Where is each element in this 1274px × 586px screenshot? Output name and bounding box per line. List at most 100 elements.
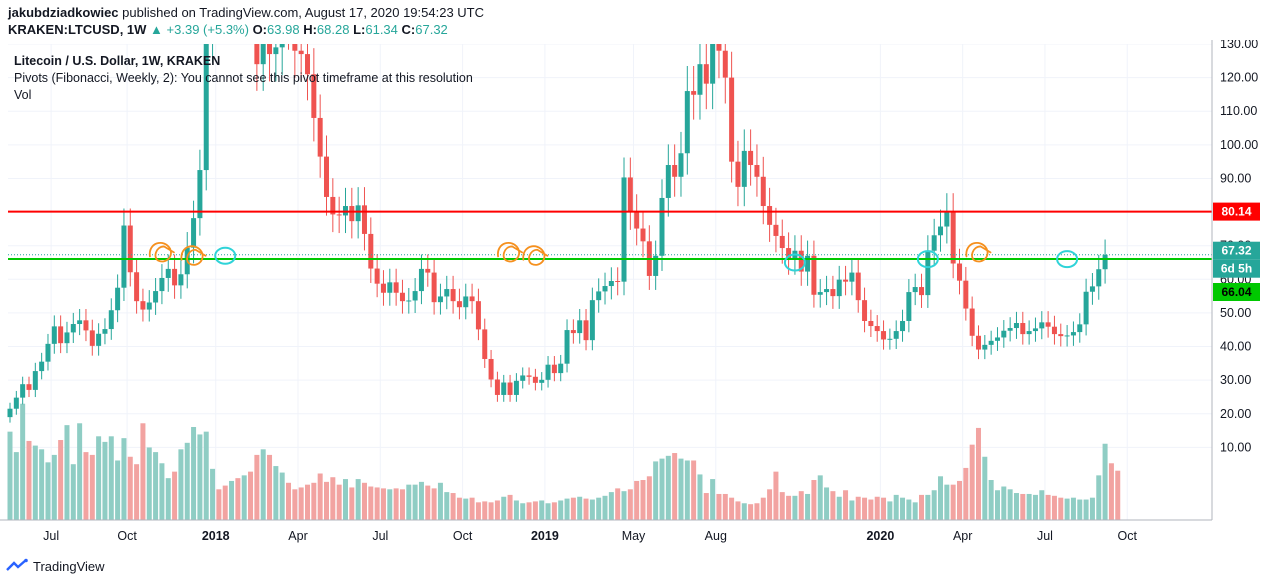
volume-bar bbox=[494, 500, 500, 520]
candle bbox=[583, 308, 589, 351]
candle bbox=[32, 362, 38, 398]
candle-body bbox=[260, 40, 266, 65]
candle-body bbox=[545, 364, 551, 380]
candle bbox=[684, 65, 690, 175]
candle-body bbox=[51, 326, 57, 344]
candle bbox=[1064, 325, 1070, 347]
volume-bar bbox=[963, 467, 969, 520]
volume-bar bbox=[931, 490, 937, 520]
volume-bar bbox=[305, 484, 311, 520]
footer-brand[interactable]: TradingView bbox=[33, 558, 105, 574]
candle bbox=[254, 40, 260, 91]
candle bbox=[893, 320, 899, 350]
volume-bar bbox=[222, 485, 228, 520]
candle-body bbox=[805, 255, 811, 272]
volume-bar bbox=[260, 449, 266, 520]
candle bbox=[1013, 311, 1019, 339]
volume-bar bbox=[1051, 495, 1057, 520]
footer: TradingView bbox=[6, 558, 105, 574]
volume-bar bbox=[210, 468, 216, 520]
volume-bar bbox=[843, 490, 849, 520]
candle-body bbox=[292, 40, 298, 51]
candle-body bbox=[26, 384, 32, 390]
volume-bar bbox=[286, 482, 292, 520]
candle-body bbox=[1058, 334, 1064, 337]
candle bbox=[703, 40, 709, 110]
volume-bar bbox=[1032, 494, 1038, 520]
volume-bar bbox=[811, 480, 817, 520]
candle-body bbox=[191, 218, 197, 248]
volume-bar bbox=[229, 480, 235, 520]
candle bbox=[887, 328, 893, 350]
candle-body bbox=[115, 287, 121, 311]
candle bbox=[153, 277, 159, 315]
time-tick-label: Oct bbox=[1118, 529, 1138, 543]
author-name[interactable]: jakubdziadkowiec bbox=[8, 5, 119, 20]
candle-body bbox=[957, 263, 962, 281]
volume-bar bbox=[39, 449, 45, 520]
volume-bar bbox=[678, 458, 684, 520]
candle-body bbox=[893, 331, 899, 339]
candle-body bbox=[393, 282, 399, 293]
volume-bar bbox=[102, 441, 108, 520]
volume-bar bbox=[425, 485, 431, 520]
volume-bar bbox=[184, 442, 190, 520]
volume-bar bbox=[153, 452, 159, 520]
candle bbox=[501, 374, 507, 402]
candle bbox=[982, 335, 988, 360]
candle bbox=[798, 235, 804, 286]
candle bbox=[1051, 315, 1057, 345]
volume-bar bbox=[684, 460, 690, 520]
candle bbox=[564, 319, 570, 373]
candle-body bbox=[494, 379, 500, 395]
price-tick-label: 130.00 bbox=[1220, 40, 1258, 51]
volume-bar bbox=[469, 497, 475, 520]
candle bbox=[1045, 311, 1051, 338]
price-chart[interactable]: 130.00120.00110.00100.0090.0080.0070.006… bbox=[0, 40, 1274, 556]
volume-bar bbox=[13, 452, 19, 520]
volume-bar bbox=[127, 456, 133, 520]
candle-body bbox=[140, 301, 146, 310]
candle-body bbox=[431, 272, 437, 303]
published-text: published on TradingView.com, August 17,… bbox=[122, 5, 485, 20]
volume-bar bbox=[58, 440, 64, 520]
support-price-badge: 66.04 bbox=[1213, 283, 1260, 302]
candle-body bbox=[558, 363, 564, 374]
candle bbox=[646, 225, 652, 290]
volume-bar bbox=[437, 482, 443, 520]
candle bbox=[779, 219, 785, 264]
candle bbox=[463, 283, 469, 320]
candle bbox=[697, 40, 703, 120]
candle-body bbox=[931, 235, 937, 251]
time-tick-label: 2019 bbox=[531, 529, 559, 543]
candle bbox=[482, 318, 488, 368]
volume-bar bbox=[235, 478, 241, 520]
candle-body bbox=[526, 375, 532, 377]
volume-bar bbox=[957, 480, 962, 520]
candle-body bbox=[89, 330, 95, 346]
candle bbox=[1001, 320, 1007, 348]
candle bbox=[577, 308, 583, 344]
candle bbox=[311, 48, 317, 142]
volume-bar bbox=[1077, 499, 1083, 520]
volume-bar bbox=[1115, 470, 1121, 520]
candle bbox=[824, 275, 830, 306]
tradingview-logo-icon bbox=[6, 558, 28, 571]
candle bbox=[906, 279, 912, 333]
volume-bar bbox=[1020, 493, 1026, 520]
volume-bar bbox=[583, 498, 589, 520]
candle bbox=[51, 315, 57, 354]
candle-body bbox=[912, 287, 918, 293]
high-value: 68.28 bbox=[316, 22, 350, 37]
candle-body bbox=[159, 277, 165, 292]
candle-body bbox=[1089, 286, 1095, 292]
price-tick-label: 30.00 bbox=[1220, 373, 1251, 387]
volume-bar bbox=[83, 452, 89, 520]
candle-body bbox=[469, 296, 475, 302]
candle bbox=[817, 279, 823, 308]
orange-loop-annotation bbox=[180, 245, 207, 266]
candle-body bbox=[577, 320, 583, 334]
cyan-circle-annotation bbox=[916, 250, 939, 269]
candle bbox=[988, 330, 994, 355]
candle-body bbox=[108, 310, 114, 330]
